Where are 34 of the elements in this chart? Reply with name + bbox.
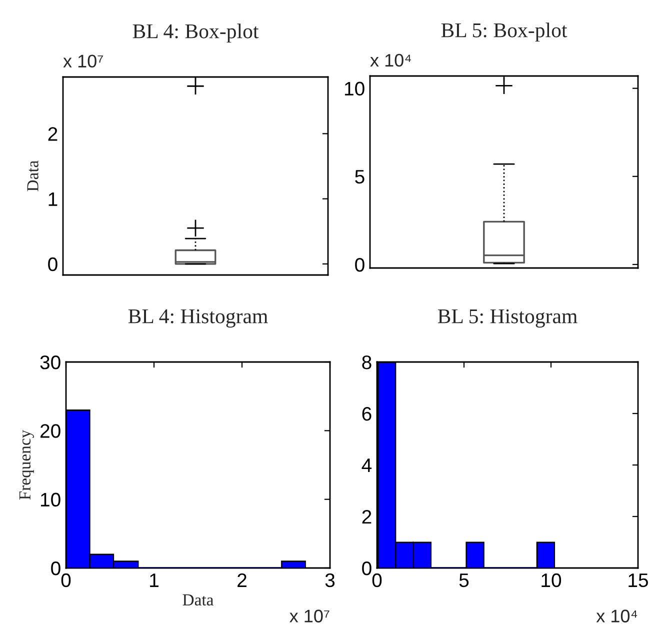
y-tick-label: 5: [355, 170, 364, 184]
y-tick-label: 0: [51, 561, 60, 576]
x-axis-title: Data: [182, 594, 214, 606]
y-tick-label: 0: [48, 257, 58, 272]
y-tick-label: 30: [40, 355, 60, 370]
y-axis-title: Data: [27, 160, 38, 192]
text: x 10⁴: [370, 54, 411, 67]
y-tick-label: 2: [48, 127, 58, 141]
y-axis-title: Frequency: [19, 430, 34, 500]
x-tick-label: 10: [542, 573, 562, 588]
y-tick-label: 20: [40, 424, 60, 438]
text: x 10⁷: [63, 54, 103, 68]
y-tick-label: 4: [362, 458, 372, 472]
x-tick-label: 1: [150, 574, 158, 587]
text: x 10⁴: [596, 610, 638, 622]
y-tick-label: 0: [362, 561, 372, 576]
y-tick-label: 0: [355, 258, 364, 272]
y-tick-label: 2: [362, 510, 372, 524]
y-tick-label: 8: [362, 355, 372, 370]
x-tick-label: 15: [628, 574, 648, 588]
chart-title: BL 4: Histogram: [128, 309, 268, 328]
chart-title: BL 5: Box-plot: [441, 22, 568, 42]
y-tick-label: 1: [48, 192, 58, 206]
x-tick-label: 5: [459, 574, 469, 588]
x-tick-label: 0: [61, 573, 71, 588]
x-tick-label: 0: [372, 573, 382, 588]
x-tick-label: 3: [325, 573, 335, 588]
chart-title: BL 5: Histogram: [438, 309, 578, 328]
x-tick-label: 2: [238, 573, 246, 587]
y-tick-label: 10: [344, 82, 364, 96]
y-tick-label: 6: [362, 406, 372, 421]
text: x 10⁷: [290, 610, 330, 622]
y-tick-label: 10: [40, 492, 60, 507]
chart-title: BL 4: Box-plot: [132, 24, 259, 43]
